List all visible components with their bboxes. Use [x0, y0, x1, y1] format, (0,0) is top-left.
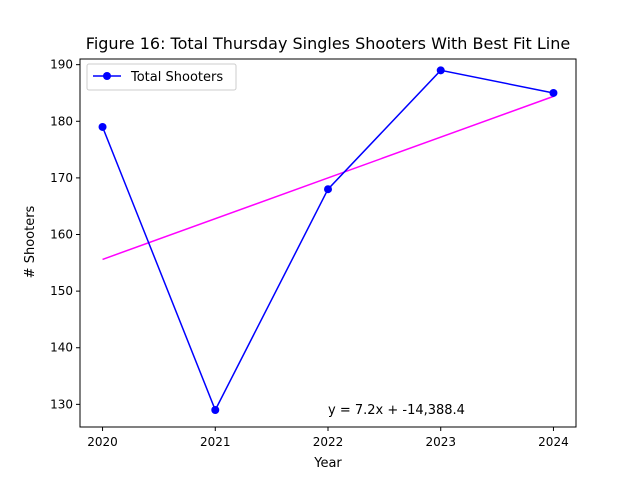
- best-fit-line: [102, 95, 554, 261]
- data-point: [324, 185, 332, 194]
- y-tick-label: 170: [50, 171, 73, 185]
- x-tick-label: 2022: [313, 435, 344, 449]
- x-tick-label: 2021: [200, 435, 231, 449]
- y-tick-label: 180: [50, 114, 73, 128]
- y-tick-label: 190: [50, 58, 73, 72]
- fit-equation-annotation: y = 7.2x + -14,388.4: [328, 403, 465, 418]
- x-axis-label: Year: [313, 456, 342, 471]
- plot-area: 2020 2021 2022 2023 2024 130 140 150 160 170 180 19…: [50, 58, 569, 449]
- y-tick-label: 160: [50, 228, 73, 242]
- plot-frame: [79, 58, 577, 428]
- chart-title: Figure 16: Total Thursday Singles Shoote…: [86, 34, 570, 53]
- x-tick-label: 2024: [538, 435, 569, 449]
- x-tick-label: 2020: [87, 435, 118, 449]
- data-point: [98, 122, 107, 131]
- data-point: [211, 406, 220, 415]
- x-tick-label: 2023: [425, 435, 456, 449]
- y-tick-label: 150: [50, 284, 73, 298]
- legend-marker-swatch: [103, 72, 111, 80]
- y-tick-label: 140: [50, 341, 73, 355]
- legend-label-total-shooters: Total Shooters: [130, 70, 223, 85]
- data-point: [549, 88, 558, 97]
- data-point: [436, 66, 445, 75]
- y-tick-label: 130: [50, 397, 73, 411]
- y-axis-label: # Shooters: [23, 205, 38, 278]
- legend-box: [86, 63, 237, 91]
- legend: Total Shooters: [86, 63, 237, 91]
